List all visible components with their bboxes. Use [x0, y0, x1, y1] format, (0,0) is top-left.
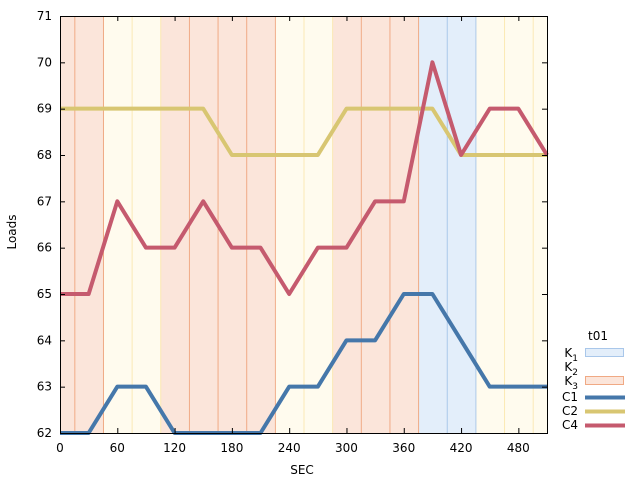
x-tick-label: 0: [56, 441, 64, 455]
legend-swatch-k2: [585, 362, 624, 371]
legend-label-c1: C1: [562, 390, 578, 404]
y-tick-label: 70: [37, 55, 52, 69]
state-bands: [60, 16, 547, 433]
y-axis: 62 63 64 65 66 67 68 69 70 71: [37, 9, 547, 440]
legend-label-k1: K1: [564, 346, 578, 364]
legend-swatch-k1: [585, 348, 624, 357]
x-tick-label: 60: [110, 441, 125, 455]
x-tick-label: 300: [335, 441, 358, 455]
series-line-c2: [60, 106, 547, 157]
y-tick-label: 64: [37, 333, 52, 347]
y-tick-label: 66: [37, 241, 52, 255]
state-band-k1: [446, 16, 476, 433]
x-tick-label: 180: [220, 441, 243, 455]
state-band-k3: [60, 16, 75, 433]
state-band-k3: [246, 16, 275, 433]
legend-title: t01: [588, 329, 608, 343]
legend-label-k2: K2: [564, 360, 578, 378]
y-tick-label: 63: [37, 380, 52, 394]
state-band-k2: [131, 16, 161, 433]
series-line-c1: [60, 292, 547, 435]
x-tick-label: 240: [278, 441, 301, 455]
y-tick-label: 68: [37, 148, 52, 162]
y-axis-title: Loads: [5, 214, 19, 249]
legend-label-c4: C4: [562, 418, 578, 432]
state-band-k1: [418, 16, 447, 433]
state-band-k3: [160, 16, 189, 433]
state-band-k3: [332, 16, 361, 433]
x-tick-label: 360: [392, 441, 415, 455]
y-tick-label: 67: [37, 194, 52, 208]
state-band-k3: [188, 16, 218, 433]
state-band-k3: [217, 16, 247, 433]
state-band-k3: [389, 16, 419, 433]
x-tick-label: 120: [163, 441, 186, 455]
x-axis: 0 60 120 180 240 300 360 420 480: [56, 16, 530, 455]
state-band-k2: [274, 16, 304, 433]
plot-frame: [60, 16, 548, 434]
state-band-k2: [504, 16, 533, 433]
x-tick-label: 420: [450, 441, 473, 455]
state-band-k2: [102, 16, 132, 433]
legend-label-c2: C2: [562, 404, 578, 418]
legend-swatch-k3: [585, 376, 624, 385]
state-band-k2: [532, 16, 547, 433]
x-tick-label: 480: [507, 441, 530, 455]
legend-label-k3: K3: [564, 374, 578, 392]
y-tick-label: 62: [37, 426, 52, 440]
y-tick-label: 69: [37, 102, 52, 116]
y-tick-label: 65: [37, 287, 52, 301]
state-band-k3: [74, 16, 103, 433]
y-tick-label: 71: [37, 9, 52, 23]
state-band-k3: [360, 16, 390, 433]
x-axis-title: SEC: [290, 463, 314, 477]
state-band-k2: [475, 16, 505, 433]
series-line-c4: [60, 60, 549, 296]
series-lines: [60, 60, 549, 435]
state-band-k2: [303, 16, 333, 433]
